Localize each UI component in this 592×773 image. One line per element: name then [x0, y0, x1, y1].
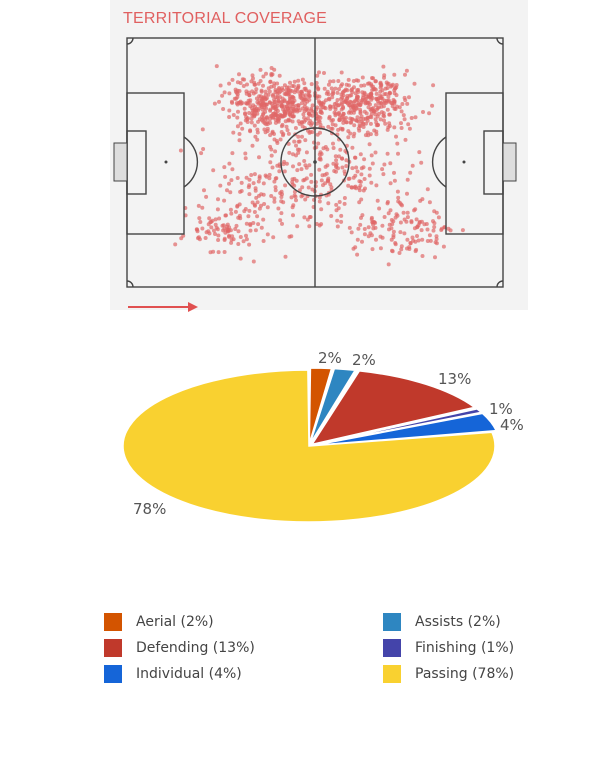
right-penalty-area: [445, 92, 504, 235]
legend-label: Assists (2%): [415, 614, 501, 630]
right-penalty-arc: [431, 136, 447, 188]
legend-swatch: [383, 665, 401, 683]
legend-item: Passing (78%): [383, 664, 514, 684]
corner-arc: [496, 37, 504, 45]
legend-item: Individual (4%): [104, 664, 242, 684]
left-penalty-spot: [164, 160, 168, 164]
pitch-map: [113, 37, 517, 312]
center-circle: [280, 127, 350, 197]
pie-slice: [309, 367, 357, 445]
direction-arrow-icon: [128, 302, 198, 312]
pie-slice: [313, 408, 483, 446]
pie-slice-label: 1%: [489, 400, 513, 418]
pie-slice-label: 13%: [438, 370, 472, 388]
right-penalty-spot: [462, 160, 466, 164]
right-goal-area: [483, 130, 504, 195]
corner-arc: [496, 280, 504, 288]
legend-item: Assists (2%): [383, 612, 501, 632]
left-penalty-arc: [183, 136, 199, 188]
legend-label: Passing (78%): [415, 666, 515, 682]
left-penalty-area: [126, 92, 185, 235]
pie-slice-label: 2%: [318, 349, 342, 367]
legend-label: Individual (4%): [136, 666, 242, 682]
legend-swatch: [383, 613, 401, 631]
coverage-dots: [173, 64, 465, 267]
center-spot: [313, 160, 317, 164]
legend-label: Aerial (2%): [136, 614, 214, 630]
legend-swatch: [104, 665, 122, 683]
legend-label: Finishing (1%): [415, 640, 515, 656]
pitch-markings: [113, 37, 517, 288]
pie-chart: [122, 367, 498, 523]
pitch-title: TERRITORIAL COVERAGE: [123, 10, 328, 27]
legend-swatch: [104, 639, 122, 657]
pie-slice: [308, 367, 333, 445]
legend-swatch: [383, 639, 401, 657]
left-goal-area: [126, 130, 147, 195]
legend-item: Defending (13%): [104, 638, 255, 658]
pie-slice: [310, 370, 477, 446]
pie-slice: [313, 412, 498, 447]
legend-item: Finishing (1%): [383, 638, 514, 658]
pie-slice-label: 2%: [352, 351, 376, 369]
right-goal: [502, 142, 517, 182]
legend-swatch: [104, 613, 122, 631]
corner-arc: [126, 280, 134, 288]
pie-slice-label: 4%: [500, 416, 524, 434]
corner-arc: [126, 37, 134, 45]
pie-slice: [122, 369, 496, 523]
legend-item: Aerial (2%): [104, 612, 214, 632]
pie-slice-label: 78%: [133, 500, 167, 518]
left-goal: [113, 142, 128, 182]
legend-label: Defending (13%): [136, 640, 255, 656]
